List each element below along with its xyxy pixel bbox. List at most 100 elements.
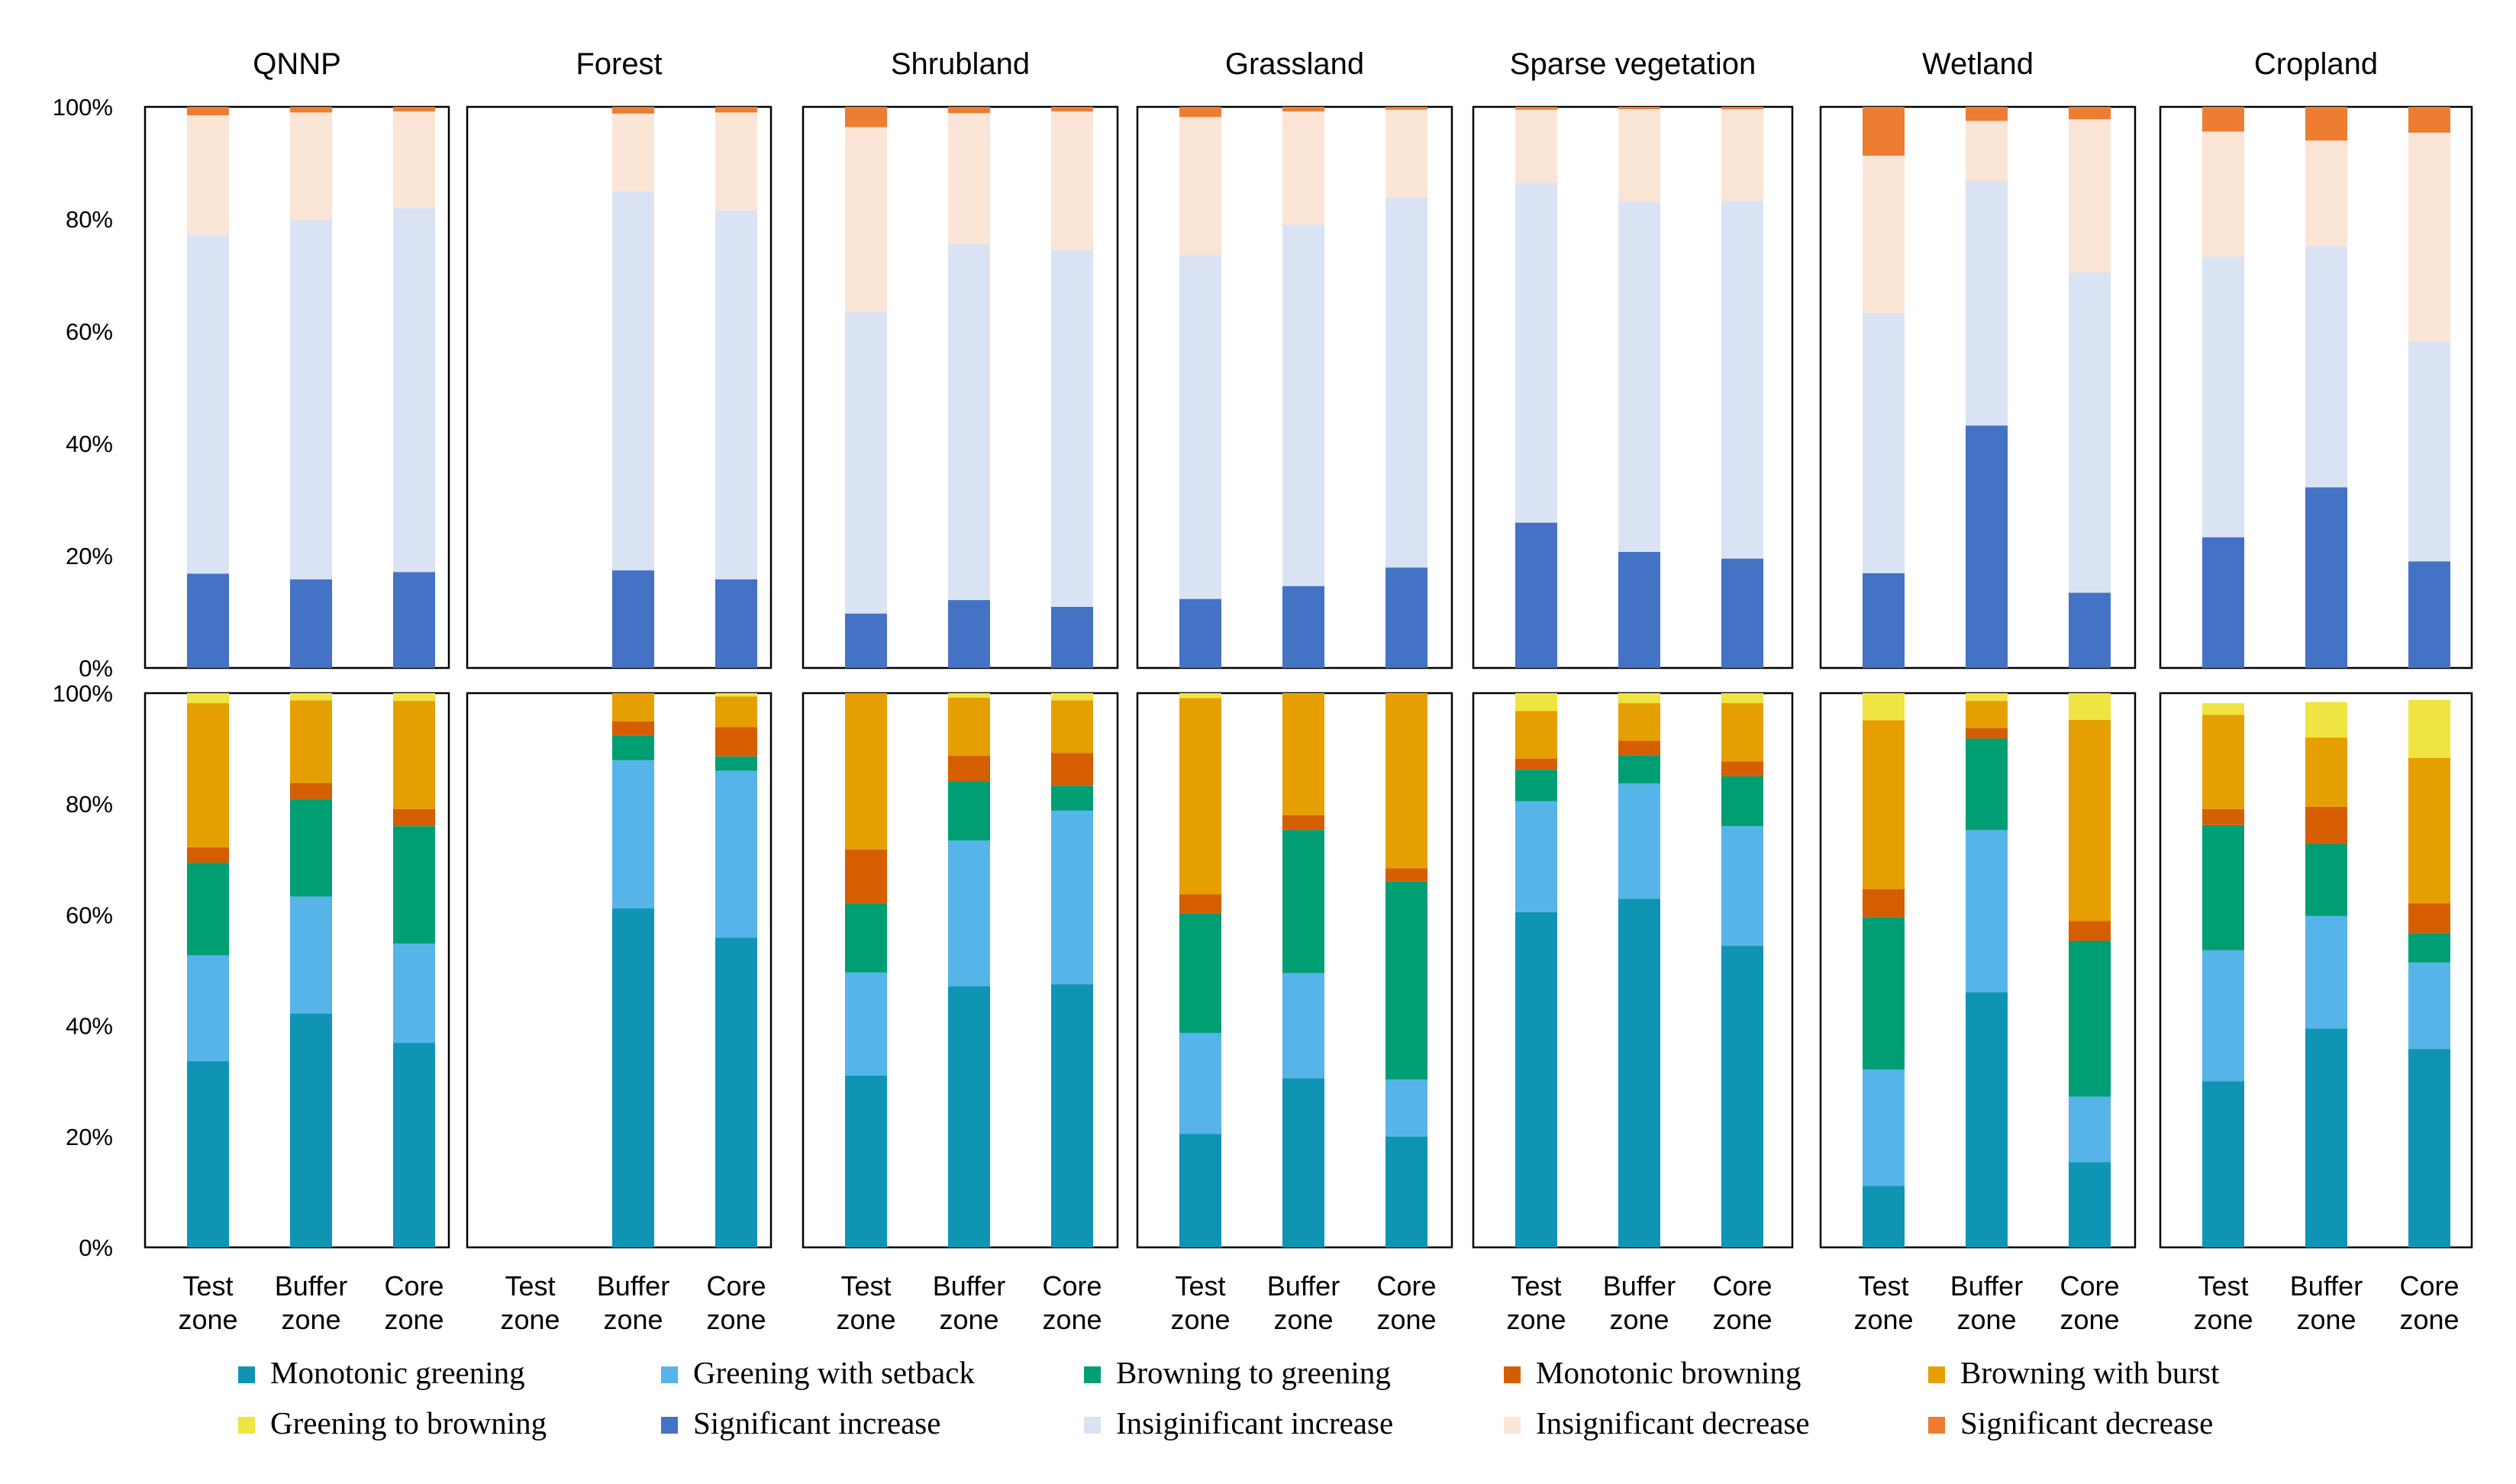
bar-segment-browning-with-burst xyxy=(2069,719,2111,921)
x-category-label: Buffer xyxy=(2290,1270,2363,1302)
bar-segment-significant-increase xyxy=(1863,573,1905,668)
x-category-label: zone xyxy=(706,1304,766,1335)
bar-segment-browning-to-greening xyxy=(1282,830,1324,973)
bar-segment-monotonic-browning xyxy=(187,847,229,863)
x-category-label: zone xyxy=(2296,1304,2356,1335)
bar-segment-browning-with-burst xyxy=(1618,703,1660,741)
x-category-label: Core xyxy=(2399,1270,2459,1302)
bar-segment-insiginificant-increase xyxy=(845,311,887,614)
bar-segment-greening-to-browning xyxy=(2408,699,2450,758)
bar-segment-insiginificant-increase xyxy=(1515,182,1557,523)
bar-segment-insiginificant-increase xyxy=(1282,224,1324,586)
bar-segment-insignificant-decrease xyxy=(290,112,332,221)
panel-title: Grassland xyxy=(1225,47,1364,81)
bar-segment-browning-with-burst xyxy=(187,703,229,847)
bar-segment-browning-with-burst xyxy=(2408,757,2450,904)
x-category-label: Test xyxy=(505,1270,555,1302)
legend-swatch xyxy=(238,1366,255,1383)
x-category-label: zone xyxy=(1712,1304,1772,1335)
bar-segment-browning-to-greening xyxy=(2408,933,2450,963)
bar-segment-insiginificant-increase xyxy=(2069,272,2111,593)
legend-swatch xyxy=(1928,1417,1945,1434)
bar-segment-browning-with-burst xyxy=(948,697,990,757)
bar-segment-monotonic-browning xyxy=(1721,761,1763,776)
bar-segment-significant-decrease xyxy=(2202,107,2244,132)
bar-segment-significant-decrease xyxy=(1179,107,1221,118)
bar-segment-greening-to-browning xyxy=(290,693,332,701)
bar-segment-monotonic-browning xyxy=(612,721,654,736)
bar-segment-greening-to-browning xyxy=(1863,693,1905,721)
bar-segment-monotonic-browning xyxy=(1282,815,1324,831)
legend-label: Browning with burst xyxy=(1960,1355,2220,1390)
bar-segment-significant-decrease xyxy=(393,107,435,111)
legend-label: Significant increase xyxy=(693,1405,940,1440)
bar-segment-greening-to-browning xyxy=(2305,702,2347,738)
legend-swatch xyxy=(238,1417,255,1434)
bar-segment-monotonic-greening xyxy=(1179,1134,1221,1247)
y-tick-label: 20% xyxy=(66,543,113,569)
bar-segment-greening-to-browning xyxy=(1515,693,1557,711)
x-category-label: Buffer xyxy=(1603,1270,1676,1302)
bar-segment-significant-increase xyxy=(1385,567,1427,668)
bar-segment-browning-to-greening xyxy=(1385,881,1427,1080)
bar-segment-significant-increase xyxy=(612,570,654,668)
bar-segment-monotonic-greening xyxy=(393,1043,435,1247)
bar-segment-monotonic-greening xyxy=(845,1075,887,1247)
bar-segment-greening-with-setback xyxy=(1051,810,1093,985)
bar-segment-browning-with-burst xyxy=(2202,715,2244,809)
bar-segment-monotonic-browning xyxy=(290,782,332,799)
bar-segment-monotonic-greening xyxy=(1863,1186,1905,1247)
bar-segment-significant-decrease xyxy=(2408,107,2450,133)
bar-segment-greening-to-browning xyxy=(1282,693,1324,694)
legend-label: Significant decrease xyxy=(1960,1405,2213,1440)
legend-item-greening-to-browning: Greening to browning xyxy=(238,1405,547,1440)
y-tick-label: 80% xyxy=(66,791,113,818)
bar-segment-monotonic-greening xyxy=(2305,1028,2347,1247)
bar-segment-significant-increase xyxy=(715,579,757,668)
x-category-label: zone xyxy=(178,1304,237,1335)
bar-segment-insignificant-decrease xyxy=(612,113,654,192)
bar-segment-greening-to-browning xyxy=(2202,703,2244,715)
legend-item-significant-increase: Significant increase xyxy=(661,1405,940,1440)
bar-segment-greening-to-browning xyxy=(393,693,435,702)
legend-label: Monotonic browning xyxy=(1536,1355,1801,1390)
bar-segment-monotonic-browning xyxy=(2305,806,2347,844)
bar-segment-significant-increase xyxy=(393,572,435,668)
bar-segment-greening-to-browning xyxy=(187,693,229,704)
y-tick-label: 40% xyxy=(66,1013,113,1040)
bar-segment-insiginificant-increase xyxy=(393,208,435,573)
bar-segment-insignificant-decrease xyxy=(2408,132,2450,342)
legend-item-monotonic-browning: Monotonic browning xyxy=(1504,1355,1801,1390)
legend-label: Insiginificant increase xyxy=(1116,1405,1393,1440)
legend-item-insignificant-decrease: Insignificant decrease xyxy=(1504,1405,1810,1440)
bar-segment-greening-with-setback xyxy=(2202,950,2244,1082)
legend-swatch xyxy=(1504,1417,1521,1434)
bar-segment-significant-decrease xyxy=(715,107,757,113)
legend-swatch xyxy=(1084,1417,1101,1434)
x-category-label: zone xyxy=(1042,1304,1102,1335)
bar-segment-insignificant-decrease xyxy=(2305,140,2347,247)
bar-segment-greening-with-setback xyxy=(845,972,887,1076)
legend-swatch xyxy=(661,1366,678,1383)
bar-segment-greening-with-setback xyxy=(1515,801,1557,912)
bar-segment-insiginificant-increase xyxy=(1385,197,1427,568)
bar-segment-monotonic-greening xyxy=(187,1061,229,1247)
bar-segment-monotonic-browning xyxy=(948,756,990,782)
bar-segment-significant-decrease xyxy=(1282,107,1324,111)
bar-segment-monotonic-browning xyxy=(1385,868,1427,882)
bar-segment-significant-increase xyxy=(948,600,990,668)
legend-label: Greening to browning xyxy=(270,1405,547,1440)
bar-segment-browning-with-burst xyxy=(2305,737,2347,807)
bar-segment-significant-decrease xyxy=(1515,107,1557,110)
legend-swatch xyxy=(661,1417,678,1434)
bar-segment-monotonic-browning xyxy=(2069,921,2111,941)
bar-segment-insiginificant-increase xyxy=(1863,313,1905,573)
bar-segment-significant-increase xyxy=(2069,592,2111,668)
bar-segment-insignificant-decrease xyxy=(393,111,435,208)
y-axis-layer: 0%20%40%60%80%100%0%20%40%60%80%100% xyxy=(53,94,113,1261)
bar-segment-insiginificant-increase xyxy=(2408,341,2450,562)
bar-segment-monotonic-greening xyxy=(2069,1162,2111,1247)
